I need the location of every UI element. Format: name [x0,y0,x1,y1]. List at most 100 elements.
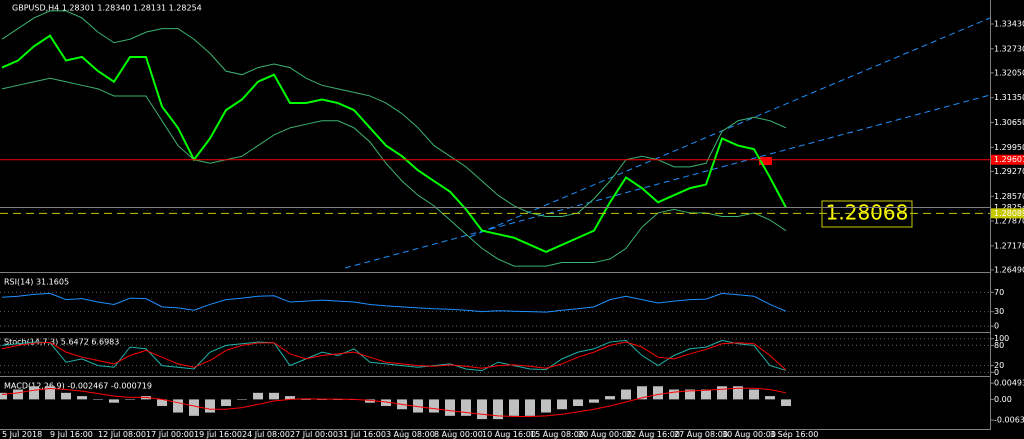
y-tick-label: 1.29950 [994,143,1024,152]
y-tick-label: 1.31350 [994,93,1024,102]
histogram-bar [157,399,167,406]
histogram-bar [509,399,519,416]
x-tick-label: 27 Jul 00:00 [290,430,338,439]
channel-line [344,94,991,269]
x-tick-label: 22 Aug 16:00 [626,430,680,439]
x-tick-label: 3 Aug 08:00 [386,430,435,439]
histogram-bar [253,392,263,400]
y-tick-label: 20 [994,361,1004,370]
histogram-bar [573,399,583,406]
histogram-bar [93,399,103,400]
histogram-bar [749,389,759,400]
price-label-box [991,154,1024,165]
price-label-box [991,208,1024,219]
y-tick-label: 80 [994,341,1004,350]
histogram-bar [429,399,439,413]
x-tick-label: 20 Aug 00:00 [578,430,632,439]
x-tick-label: 24 Jul 08:00 [242,430,290,439]
x-tick-label: 27 Aug 08:00 [674,430,728,439]
histogram-bar [477,399,487,420]
x-tick-label: 10 Aug 16:00 [482,430,536,439]
marker [759,157,772,165]
histogram-bar [77,396,87,400]
y-tick-label: 0 [994,368,999,377]
x-tick-label: 31 Jul 16:00 [338,430,386,439]
histogram-bar [333,399,343,400]
histogram-bar [189,399,199,416]
panel-title: MACD(12,26,9) -0.002467 -0.000719 [4,382,152,391]
price-label: 1.28254 [994,203,1024,212]
series-line [1,10,787,217]
histogram-bar [461,399,471,416]
histogram-bar [413,399,423,413]
x-tick-label: 19 Jul 16:00 [194,430,242,439]
histogram-bar [13,389,23,400]
series-line [1,387,787,417]
y-tick-label: -0.006303 [994,416,1024,425]
price-label: 1.29601 [994,155,1024,164]
y-tick-label: 1.28570 [994,192,1024,201]
y-tick-label: 1.29270 [994,167,1024,176]
y-tick-label: 1.32730 [994,44,1024,53]
histogram-bar [29,386,39,400]
y-tick-label: 1.26490 [994,266,1024,275]
histogram-bar [109,399,119,403]
histogram-bar [605,396,615,400]
histogram-bar [0,392,7,400]
x-tick-label: 12 Jul 08:00 [98,430,146,439]
histogram-bar [781,399,791,406]
trend-channel [344,17,991,269]
x-tick-label: 17 Jul 00:00 [146,430,194,439]
annotation: 1.28068 [826,201,909,225]
x-tick-label: 3 Sep 16:00 [770,430,818,439]
histogram-bar [493,399,503,420]
histogram-bar [381,399,391,406]
histogram-bar [221,399,231,406]
x-tick-label: 5 Jul 2018 [2,430,42,439]
series-line [1,77,787,267]
y-tick-label: 1.30650 [994,118,1024,127]
histogram-bar [205,399,215,413]
series-line [1,339,787,372]
histogram-bar [61,392,71,400]
y-tick-label: 30 [994,307,1004,316]
histogram-bar [637,386,647,400]
y-tick-label: 100 [994,334,1009,343]
histogram-bar [733,386,743,400]
histogram-bar [669,389,679,400]
histogram-bar [557,399,567,410]
histogram-bar [541,399,551,413]
histogram-bar [765,396,775,400]
x-tick-label: 8 Aug 00:00 [434,430,483,439]
histogram-bar [45,386,55,400]
histogram-bar [717,386,727,400]
channel-line [469,17,991,238]
y-tick-label: 1.27170 [994,241,1024,250]
histogram-bar [525,399,535,416]
histogram-bar [445,399,455,416]
histogram-bar [365,399,375,403]
panel-frames [0,0,991,430]
panel-title: Stoch(14,7,3) 5.6472 6.6983 [4,338,119,347]
histogram-bar [317,399,327,400]
histogram-bar [621,389,631,400]
y-tick-label: 1.33430 [994,19,1024,28]
y-tick-label: 0.004939 [994,379,1024,388]
x-tick-label: 9 Jul 16:00 [50,430,93,439]
histogram-bar [285,396,295,400]
y-tick-label: 1.27870 [994,217,1024,226]
series-line [1,341,787,371]
histogram-bar [237,399,247,400]
price-label: 1.28089 [994,209,1024,218]
y-tick-label: 1.32050 [994,68,1024,77]
panel-title: RSI(14) 31.1605 [4,278,69,287]
histogram-bar [173,399,183,413]
histogram-bar [653,386,663,400]
annotation-box [821,200,913,228]
x-tick-label: 30 Aug 00:00 [722,430,776,439]
histogram-bar [701,389,711,400]
x-tick-label: 15 Aug 08:00 [530,430,584,439]
y-tick-label: 0 [994,322,999,331]
y-tick-label: 70 [994,288,1004,297]
